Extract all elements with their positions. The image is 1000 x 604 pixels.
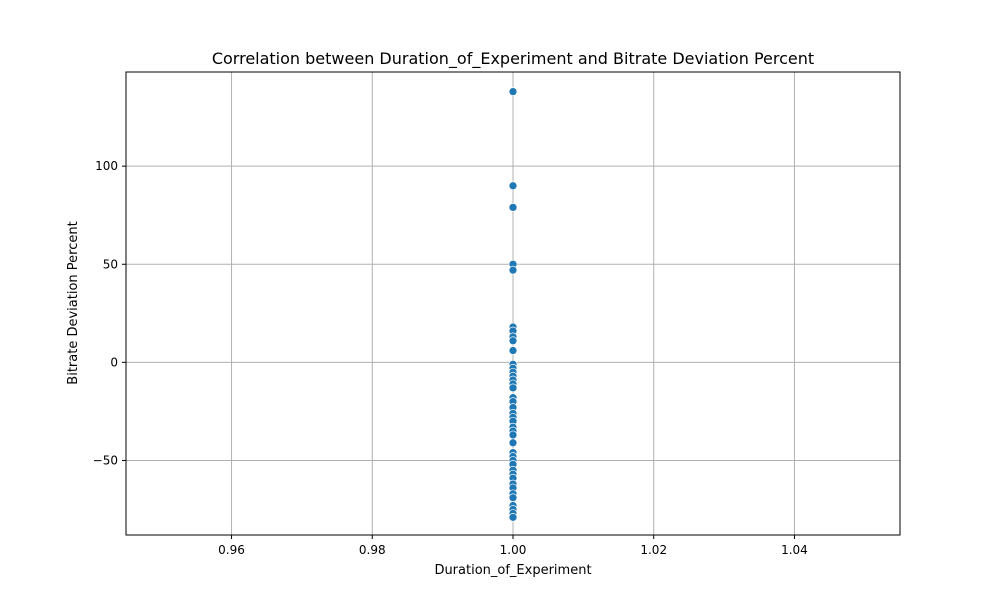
x-tick-label: 1.04	[781, 543, 808, 557]
y-tick-label: 100	[95, 159, 118, 173]
x-tick-label: 1.00	[500, 543, 527, 557]
scatter-point	[508, 438, 518, 448]
scatter-point	[508, 493, 518, 503]
y-tick-label: 50	[103, 257, 118, 271]
scatter-point	[508, 383, 518, 393]
x-tick-label: 0.98	[359, 543, 386, 557]
y-axis-label: Bitrate Deviation Percent	[66, 221, 81, 384]
y-tick-label: 0	[110, 355, 118, 369]
y-tick-label: −50	[93, 453, 118, 467]
scatter-point	[508, 87, 518, 96]
scatter-point	[508, 346, 518, 355]
x-axis-label: Duration_of_Experiment	[434, 563, 591, 578]
scatter-point	[508, 203, 518, 212]
scatter-point	[508, 265, 518, 275]
data-points	[508, 87, 518, 522]
x-tick-label: 1.02	[640, 543, 667, 557]
scatter-point	[508, 336, 518, 346]
scatter-point	[508, 181, 518, 191]
axis-ticks: 0.96 0.98 1.00 1.02 1.04 −50 0 50 100	[93, 159, 808, 557]
scatter-point	[508, 512, 518, 522]
chart-title: Correlation between Duration_of_Experime…	[212, 49, 814, 69]
x-tick-label: 0.96	[218, 543, 245, 557]
scatter-point	[508, 430, 518, 440]
